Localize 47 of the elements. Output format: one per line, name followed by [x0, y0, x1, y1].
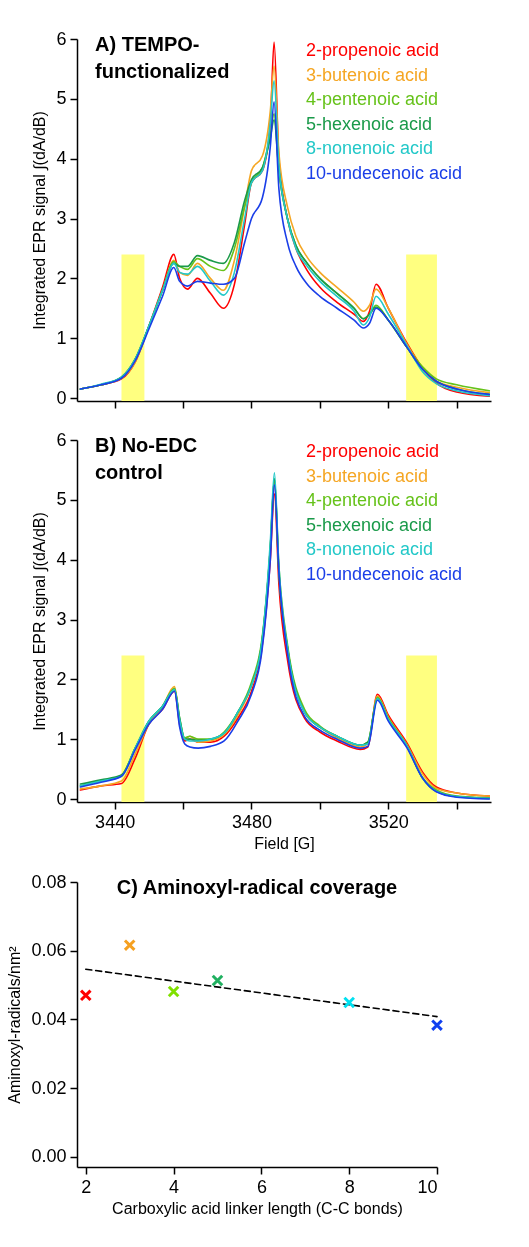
series-label: 8-nonenoic acid: [306, 539, 434, 559]
y-tick-label: 2: [56, 267, 67, 288]
x-tick-label: 4: [169, 1176, 180, 1197]
series-label: 8-nonenoic acid: [306, 138, 434, 158]
x-tick-label: 2: [81, 1176, 92, 1197]
y-tick-label: 0: [56, 788, 67, 809]
y-tick-label: 3: [56, 208, 67, 228]
series-label: 5-hexenoic acid: [306, 514, 433, 535]
series-label: 3-butenoic acid: [306, 64, 429, 85]
y-tick-label: 0.08: [31, 871, 67, 892]
text: 2-propenoic acid: [306, 441, 440, 461]
x-tick-label: 6: [256, 1176, 267, 1197]
y-tick-label: 4: [56, 148, 67, 169]
y-tick-label: 5: [56, 88, 67, 109]
x-tick-label: 3440: [95, 811, 136, 832]
series-label: 2-propenoic acid: [306, 40, 440, 60]
series-label: 3-butenoic acid: [306, 465, 429, 486]
y-tick-label: 1: [56, 728, 67, 749]
series-label: 4-pentenoic acid: [306, 490, 439, 510]
y-tick-label: 1: [56, 327, 67, 348]
chart-title: C) Aminoxyl-radical coverage: [116, 876, 398, 898]
y-tick-label: 5: [56, 489, 67, 510]
y-tick-label: 3: [56, 609, 67, 629]
y-axis-title: Integrated EPR signal ∫(dA/dB): [31, 111, 50, 330]
y-tick-label: 0.06: [31, 940, 67, 961]
y-tick-label: 0.04: [31, 1008, 67, 1029]
chart-title: A) TEMPO- functionalized: [95, 33, 230, 82]
y-tick-label: 0.00: [31, 1146, 67, 1167]
x-axis-title: Field [G]: [254, 834, 315, 852]
y-tick-label: 0: [56, 387, 67, 408]
x-tick-label: 3480: [231, 811, 273, 832]
x-tick-label: 3520: [368, 811, 409, 832]
series-label: 5-hexenoic acid: [306, 113, 433, 134]
series-label: 10-undecenoic acid: [306, 162, 463, 183]
y-tick-label: 4: [56, 549, 67, 570]
y-axis-title: Aminoxyl-radicals/nm²: [6, 945, 24, 1104]
y-tick-label: 2: [56, 668, 67, 689]
series-label: 4-pentenoic acid: [306, 89, 439, 109]
series-label: 10-undecenoic acid: [306, 563, 463, 584]
y-tick-label: 0.02: [31, 1077, 67, 1098]
y-tick-label: 6: [56, 429, 67, 450]
chart-title: B) No-EDC control: [95, 434, 198, 483]
y-axis-title: Integrated EPR signal ∫(dA/dB): [31, 512, 50, 731]
x-tick-label: 8: [344, 1176, 355, 1197]
x-axis-title: Carboxylic acid linker length (C-C bonds): [112, 1199, 403, 1217]
x-tick-label: 10: [417, 1176, 438, 1197]
y-tick-label: 6: [56, 28, 67, 49]
